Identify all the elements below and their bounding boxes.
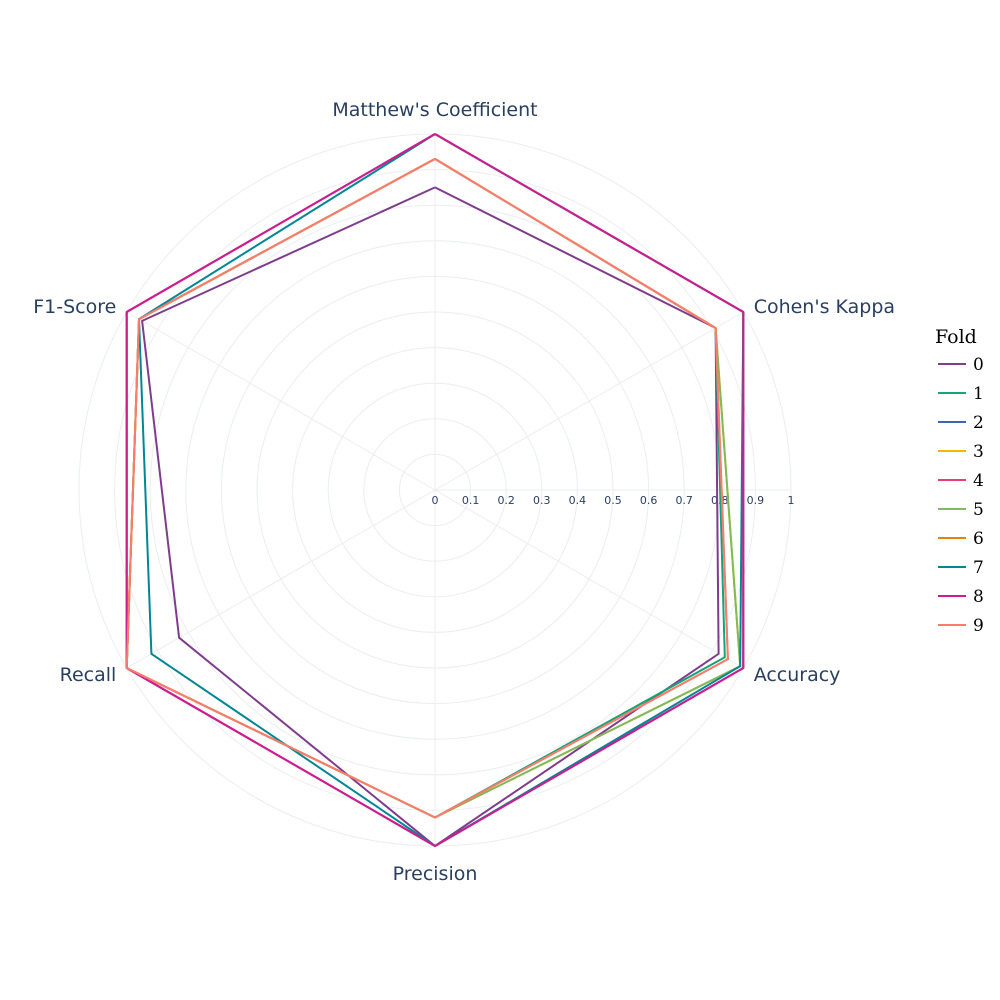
series-line-fold-9: [125, 158, 729, 819]
legend-label: 1: [973, 384, 984, 404]
axis-label: Accuracy: [754, 664, 841, 686]
legend-item[interactable]: 9: [938, 616, 984, 636]
legend-item[interactable]: 4: [938, 471, 984, 491]
radial-ticks: 0 0.1 0.2 0.3 0.4 0.5 0.6 0.7 0.8 0.9 1: [432, 494, 795, 507]
radial-tick-label: 0.5: [604, 494, 622, 507]
legend-item[interactable]: 3: [938, 442, 984, 462]
legend-label: 2: [973, 413, 984, 433]
radial-tick-label: 0.7: [675, 494, 693, 507]
legend-label: 4: [973, 471, 984, 491]
radial-tick-label: 0.1: [462, 494, 480, 507]
legend-item[interactable]: 1: [938, 384, 984, 404]
angular-axis-labels: Matthew's Coefficient Cohen's Kappa Accura…: [33, 99, 895, 885]
legend-item[interactable]: 6: [938, 529, 984, 549]
series-line-fold-0: [141, 186, 720, 847]
series-line-fold-8: [125, 133, 745, 847]
legend: Fold 0 1 2 3 4 5 6 7 8 9: [935, 326, 984, 636]
legend-label: 7: [973, 558, 984, 578]
radial-tick-label: 0.9: [747, 494, 765, 507]
radial-tick-label: 0.4: [569, 494, 587, 507]
legend-label: 3: [973, 442, 984, 462]
radial-tick-label: 0.2: [497, 494, 515, 507]
radial-tick-label: 1: [788, 494, 795, 507]
axis-label: Precision: [393, 863, 478, 885]
legend-title: Fold: [935, 326, 977, 348]
axis-label: Recall: [60, 664, 117, 686]
grid-spoke: [434, 311, 744, 491]
axis-label: F1-Score: [33, 296, 116, 318]
legend-item[interactable]: 5: [938, 500, 984, 520]
series-line-fold-6: [125, 158, 729, 819]
grid-spoke: [434, 489, 744, 669]
polar-grid: [78, 133, 792, 847]
legend-label: 5: [973, 500, 984, 520]
radial-tick-label: 0.6: [640, 494, 658, 507]
legend-item[interactable]: 8: [938, 587, 984, 607]
legend-label: 6: [973, 529, 984, 549]
legend-label: 8: [973, 587, 984, 607]
axis-label: Cohen's Kappa: [754, 296, 895, 318]
grid-spoke: [126, 489, 436, 669]
legend-item[interactable]: 2: [938, 413, 984, 433]
series-lines: [125, 133, 745, 847]
grid-spoke: [126, 311, 436, 491]
legend-item[interactable]: 7: [938, 558, 984, 578]
legend-item[interactable]: 0: [938, 355, 984, 375]
axis-label: Matthew's Coefficient: [332, 99, 537, 121]
legend-label: 9: [973, 616, 984, 636]
legend-label: 0: [973, 355, 984, 375]
radial-tick-label: 0.3: [533, 494, 551, 507]
radial-tick-label: 0: [432, 494, 439, 507]
